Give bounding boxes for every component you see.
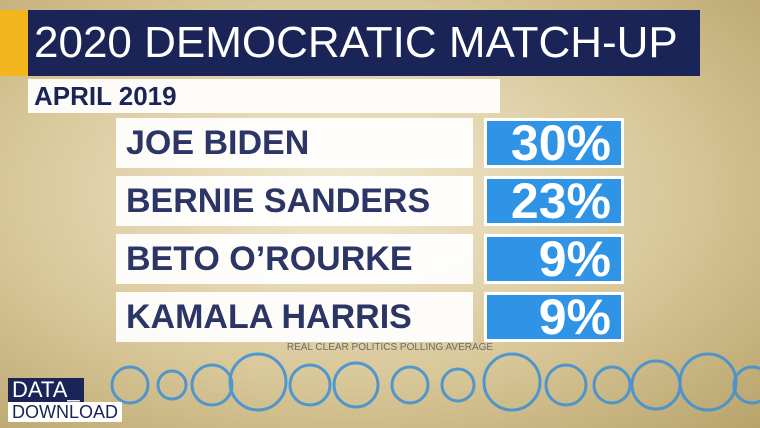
accent-bar xyxy=(0,10,28,76)
poll-value: 9% xyxy=(484,234,624,284)
title: 2020 DEMOCRATIC MATCH-UP xyxy=(28,10,700,76)
candidate-name: BETO O’ROURKE xyxy=(116,234,473,284)
logo-line: DATA_ xyxy=(8,378,84,402)
subtitle: APRIL 2019 xyxy=(28,79,500,113)
source: REAL CLEAR POLITICS POLLING AVERAGE xyxy=(286,342,494,353)
poll-value: 30% xyxy=(484,118,624,168)
poll-value: 23% xyxy=(484,176,624,226)
candidate-name: BERNIE SANDERS xyxy=(116,176,473,226)
logo-line: DOWNLOAD xyxy=(8,402,123,422)
candidate-name: KAMALA HARRIS xyxy=(116,292,473,342)
candidate-name: JOE BIDEN xyxy=(116,118,473,168)
poll-value: 9% xyxy=(484,292,624,342)
